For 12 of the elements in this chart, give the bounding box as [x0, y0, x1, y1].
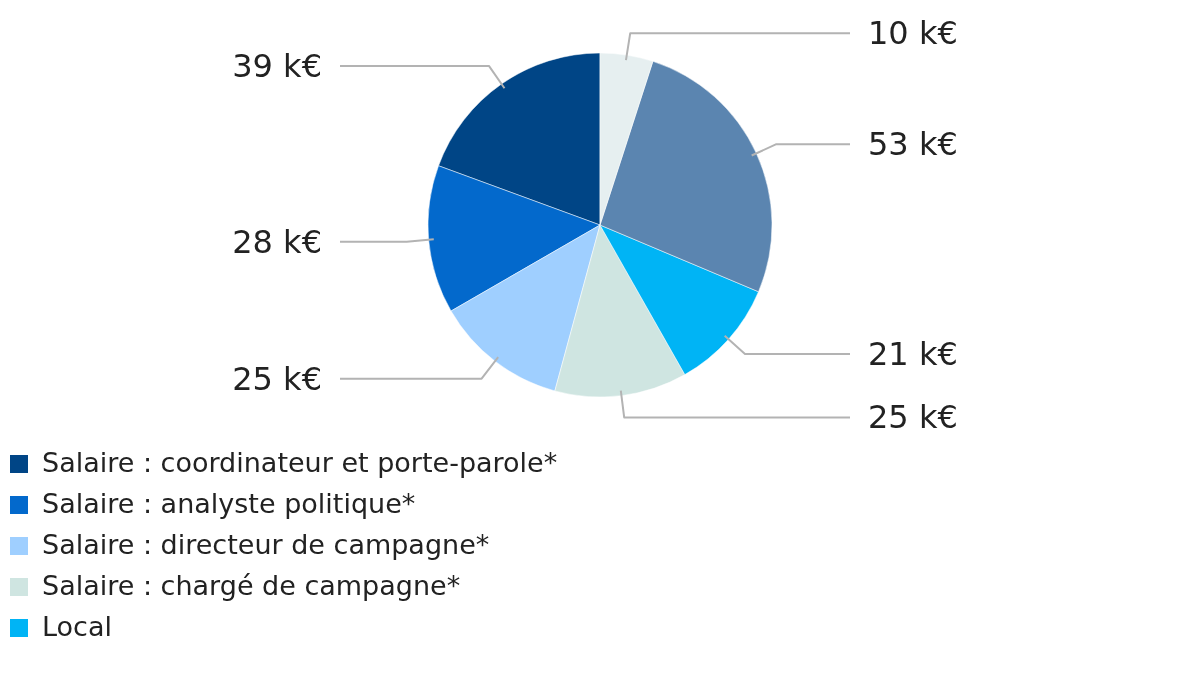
data-label: 28 k€ — [232, 222, 322, 261]
legend-label: Salaire : chargé de campagne* — [42, 570, 461, 601]
data-label: 25 k€ — [232, 359, 322, 398]
data-label: 10 k€ — [868, 14, 958, 53]
legend-label: Local — [42, 611, 112, 642]
legend-label: Salaire : coordinateur et porte-parole* — [42, 447, 558, 478]
data-label: 25 k€ — [868, 398, 958, 437]
legend-label: Salaire : analyste politique* — [42, 488, 416, 519]
data-label: 39 k€ — [232, 46, 322, 85]
data-label: 21 k€ — [868, 334, 958, 373]
data-label: 53 k€ — [868, 125, 958, 164]
legend-label: Salaire : directeur de campagne* — [42, 529, 490, 560]
